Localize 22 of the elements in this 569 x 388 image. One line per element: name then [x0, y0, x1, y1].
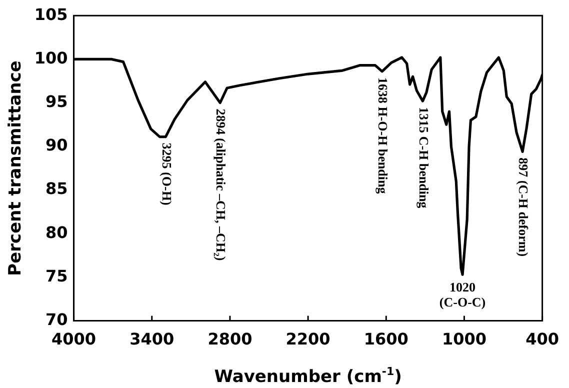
annotation: 897 (C-H deform) — [516, 158, 532, 257]
y-tick-label: 90 — [46, 136, 68, 155]
y-tick-label: 75 — [46, 266, 68, 286]
y-tick-label: 105 — [34, 4, 68, 24]
annotation: 1020 (C-O-C) — [439, 279, 486, 310]
annotation: 1315 C-H bending — [416, 107, 432, 209]
x-tick-label: 2800 — [208, 330, 252, 349]
y-tick-label: 80 — [46, 222, 68, 242]
x-tick-label: 4000 — [52, 330, 96, 349]
x-tick-label: 1600 — [364, 330, 408, 349]
y-tick-label: 85 — [46, 179, 68, 198]
y-axis-title: Percent transmittance — [6, 60, 26, 276]
x-tick-label: 400 — [526, 330, 560, 349]
x-tick-label: 3400 — [130, 330, 174, 349]
x-tick-label: 1000 — [442, 330, 486, 349]
annotation: 3295 (O-H) — [159, 142, 174, 206]
x-tick-label: 2200 — [286, 330, 330, 349]
y-tick-label: 95 — [46, 92, 68, 111]
y-tick-label: 70 — [46, 310, 68, 329]
annotation: 1638 H-O-H bending — [376, 77, 391, 194]
y-tick-label: 100 — [34, 48, 68, 68]
annotation: 2894 (aliphatic –CH, –CH₂) — [214, 108, 229, 261]
